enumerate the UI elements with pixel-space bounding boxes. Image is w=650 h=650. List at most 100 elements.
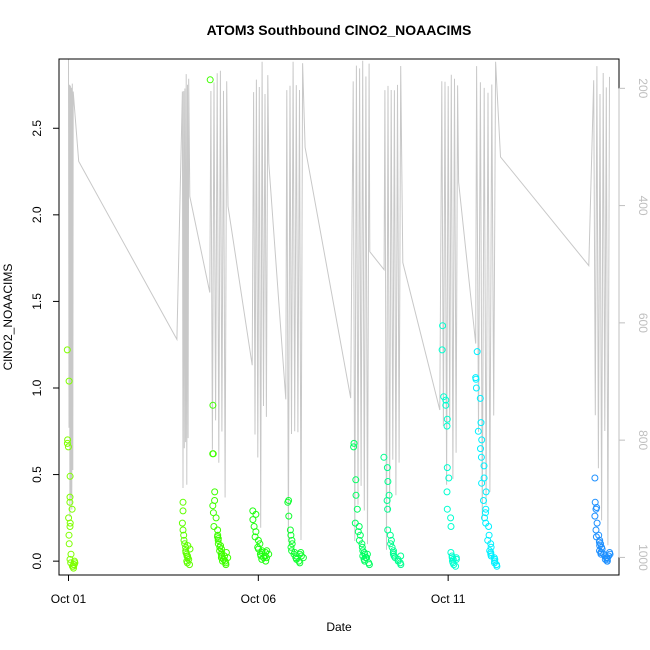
data-point xyxy=(252,510,260,518)
data-point xyxy=(65,531,73,539)
data-point xyxy=(593,519,601,527)
data-point xyxy=(356,531,364,539)
data-point xyxy=(64,436,72,444)
data-point xyxy=(477,453,485,461)
x-axis-label: Date xyxy=(326,620,352,634)
data-point xyxy=(438,346,446,354)
data-point xyxy=(66,555,74,563)
data-point xyxy=(361,550,369,558)
data-point xyxy=(210,523,218,530)
flight-5-points xyxy=(284,497,307,567)
data-point xyxy=(70,564,77,572)
data-point xyxy=(387,540,395,548)
data-point xyxy=(443,422,451,430)
data-point xyxy=(218,545,225,553)
data-point xyxy=(478,479,486,487)
data-point xyxy=(397,552,405,560)
data-point xyxy=(445,474,453,482)
data-point xyxy=(252,528,260,536)
data-point xyxy=(592,505,600,513)
y-tick-label: 2.5 xyxy=(30,120,44,137)
data-point xyxy=(68,505,76,513)
data-point xyxy=(365,561,373,569)
flight-6-points xyxy=(350,439,373,569)
data-point xyxy=(65,377,73,385)
data-point xyxy=(70,557,78,565)
data-point xyxy=(179,507,187,515)
data-point xyxy=(63,346,71,354)
data-point xyxy=(443,505,451,513)
data-point xyxy=(447,549,455,556)
data-point xyxy=(66,498,74,506)
data-point xyxy=(284,498,292,506)
flight-3-points xyxy=(206,76,232,569)
pressure-trace-line xyxy=(68,58,610,550)
y-tick-label: 1.5 xyxy=(30,293,44,310)
data-point xyxy=(67,550,75,558)
data-point xyxy=(63,439,71,447)
data-point xyxy=(480,497,487,504)
data-point xyxy=(384,505,392,513)
data-point xyxy=(353,505,361,513)
data-point xyxy=(183,559,191,567)
data-point xyxy=(222,561,230,569)
data-point xyxy=(182,543,190,551)
data-point xyxy=(352,476,360,484)
data-point xyxy=(443,464,451,472)
data-point xyxy=(447,514,455,522)
data-point xyxy=(262,557,270,565)
y-axis-label: ClNO2_NOAACIMS xyxy=(1,264,15,371)
right-tick-label: 600 xyxy=(636,313,650,333)
flight-8-points xyxy=(438,322,460,570)
data-point xyxy=(482,509,489,517)
plot-frame xyxy=(58,58,620,576)
right-axis: 200 400 600 800 1000 xyxy=(618,78,650,571)
data-points xyxy=(63,76,614,572)
data-point xyxy=(443,415,451,423)
y-tick-label: 0.5 xyxy=(30,466,44,483)
data-point xyxy=(288,540,296,548)
data-point xyxy=(443,488,451,496)
data-point xyxy=(390,552,398,560)
data-point xyxy=(384,478,392,485)
data-point xyxy=(596,547,603,555)
data-point xyxy=(206,76,214,84)
data-point xyxy=(383,497,391,504)
flight-10-points xyxy=(591,474,614,565)
x-tick-label: Oct 11 xyxy=(431,592,466,606)
data-point xyxy=(209,401,217,409)
data-point xyxy=(214,540,222,548)
data-point xyxy=(442,396,450,404)
data-point xyxy=(474,427,482,435)
data-point xyxy=(286,526,294,534)
data-point xyxy=(440,393,448,401)
data-point xyxy=(184,542,192,550)
data-point xyxy=(363,550,371,558)
right-tick-label: 400 xyxy=(636,196,650,216)
data-point xyxy=(185,555,193,563)
data-point xyxy=(359,547,367,555)
data-point xyxy=(480,462,488,470)
data-point xyxy=(297,549,305,556)
data-point xyxy=(209,450,217,458)
data-point xyxy=(297,552,305,560)
data-point xyxy=(263,554,270,562)
data-point xyxy=(285,512,293,520)
data-point xyxy=(442,401,450,409)
data-point xyxy=(212,514,220,522)
data-point xyxy=(183,552,191,560)
data-point xyxy=(178,519,186,527)
data-point xyxy=(472,384,480,392)
data-point xyxy=(256,540,264,548)
data-point xyxy=(179,526,187,534)
data-point xyxy=(296,559,304,567)
data-point xyxy=(186,561,193,569)
data-point xyxy=(352,491,360,499)
x-axis: Oct 01 Oct 06 Oct 11 xyxy=(51,574,466,606)
data-point xyxy=(221,557,229,565)
data-point xyxy=(493,562,501,570)
data-point xyxy=(287,543,295,551)
data-point xyxy=(351,519,359,527)
data-point xyxy=(179,498,187,506)
